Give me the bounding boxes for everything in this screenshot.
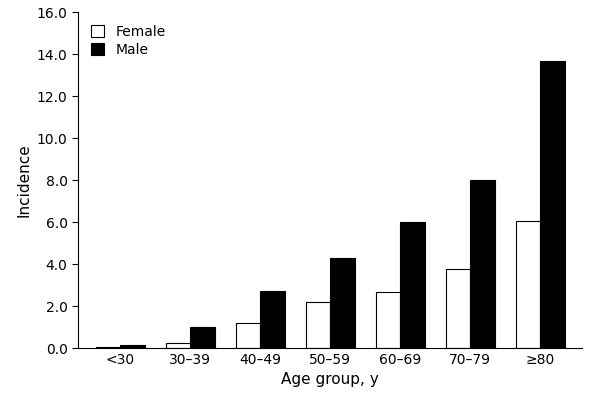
X-axis label: Age group, y: Age group, y bbox=[281, 372, 379, 388]
Bar bbox=[470, 180, 494, 348]
Bar bbox=[515, 221, 540, 348]
Bar bbox=[260, 291, 284, 348]
Bar bbox=[376, 292, 400, 348]
Bar bbox=[190, 327, 215, 348]
Y-axis label: Incidence: Incidence bbox=[16, 143, 31, 217]
Bar bbox=[540, 61, 565, 348]
Bar bbox=[445, 269, 470, 348]
Bar bbox=[95, 347, 120, 348]
Bar bbox=[120, 345, 145, 348]
Legend: Female, Male: Female, Male bbox=[85, 19, 172, 62]
Bar bbox=[235, 323, 260, 348]
Bar bbox=[330, 258, 355, 348]
Bar bbox=[400, 222, 425, 348]
Bar bbox=[305, 302, 330, 348]
Bar bbox=[166, 343, 190, 348]
